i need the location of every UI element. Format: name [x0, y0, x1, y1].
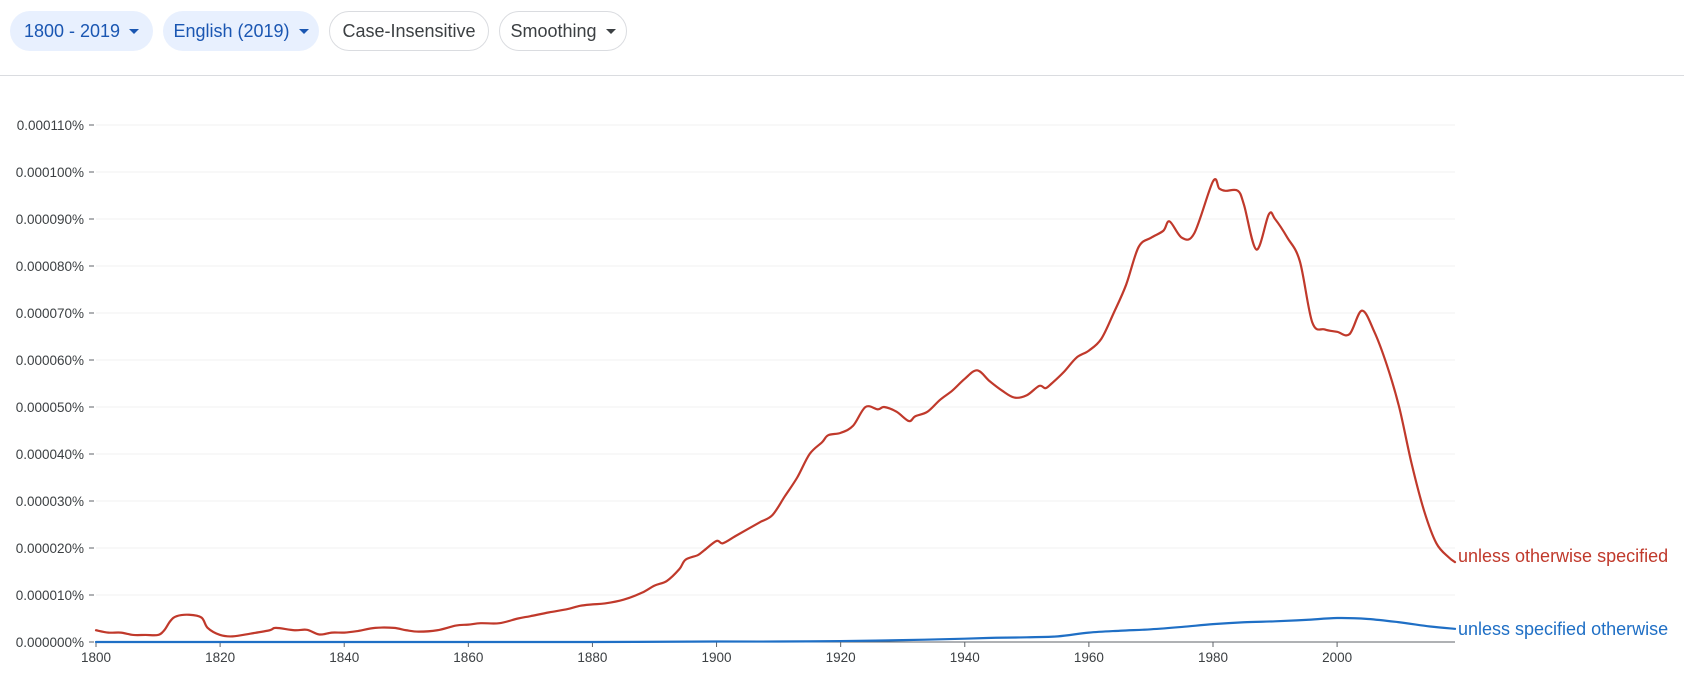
y-tick-label: 0.000010%	[16, 588, 84, 603]
chevron-down-icon	[605, 28, 616, 34]
x-tick-label: 1920	[826, 650, 856, 665]
x-tick-label: 1940	[950, 650, 980, 665]
x-tick-label: 1840	[329, 650, 359, 665]
y-tick-label: 0.000000%	[16, 635, 84, 650]
smoothing-label: Smoothing	[510, 20, 597, 41]
y-tick-label: 0.000050%	[16, 400, 84, 415]
x-tick-label: 1880	[577, 650, 607, 665]
y-tick-label: 0.000020%	[16, 541, 84, 556]
series-line[interactable]	[94, 616, 1457, 644]
x-tick-label: 1900	[702, 650, 732, 665]
y-tick-label: 0.000100%	[16, 165, 84, 180]
y-tick-label: 0.000070%	[16, 306, 84, 321]
x-tick-label: 1960	[1074, 650, 1104, 665]
case-insensitive-label: Case-Insensitive	[342, 20, 476, 41]
year-range-label: 1800 - 2019	[23, 20, 121, 41]
chevron-down-icon	[129, 28, 140, 34]
y-tick-label: 0.000110%	[17, 118, 84, 133]
case-insensitive-toggle[interactable]: Case-Insensitive	[329, 11, 489, 51]
x-tick-label: 1820	[205, 650, 235, 665]
corpus-dropdown[interactable]: English (2019)	[163, 11, 319, 51]
ngram-line-chart: 0.000000% 0.000010% 0.000020% 0.000030% 0.00…	[16, 118, 1668, 665]
x-tick-label: 1860	[453, 650, 483, 665]
year-range-dropdown[interactable]: 1800 - 2019	[10, 11, 153, 51]
x-tick-label: 1800	[81, 650, 111, 665]
y-tick-label: 0.000090%	[16, 212, 84, 227]
y-tick-label: 0.000030%	[16, 494, 84, 509]
chevron-down-icon	[298, 28, 309, 34]
y-tick-label: 0.000060%	[16, 353, 84, 368]
smoothing-dropdown[interactable]: Smoothing	[499, 11, 627, 51]
x-tick-label: 2000	[1322, 650, 1352, 665]
x-tick-label: 1980	[1198, 650, 1228, 665]
y-tick-label: 0.000080%	[16, 259, 84, 274]
corpus-label: English (2019)	[173, 20, 290, 41]
series-label[interactable]: unless specified otherwise	[1458, 619, 1668, 639]
series-label[interactable]: unless otherwise specified	[1458, 546, 1668, 566]
series-line[interactable]	[94, 178, 1457, 638]
y-tick-label: 0.000040%	[16, 447, 84, 462]
toolbar: 1800 - 2019 English (2019) Case-Insensit…	[0, 0, 1684, 76]
